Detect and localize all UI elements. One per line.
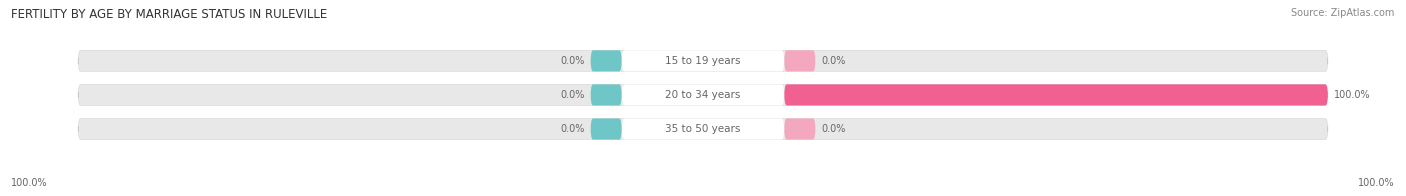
Text: 100.0%: 100.0% (1358, 178, 1395, 188)
Text: 35 to 50 years: 35 to 50 years (665, 124, 741, 134)
Text: FERTILITY BY AGE BY MARRIAGE STATUS IN RULEVILLE: FERTILITY BY AGE BY MARRIAGE STATUS IN R… (11, 8, 328, 21)
FancyBboxPatch shape (621, 84, 785, 105)
Text: 100.0%: 100.0% (1334, 90, 1371, 100)
Legend: Married, Unmarried: Married, Unmarried (620, 192, 786, 196)
FancyBboxPatch shape (785, 118, 815, 140)
FancyBboxPatch shape (591, 84, 621, 105)
FancyBboxPatch shape (79, 50, 1327, 71)
Text: 0.0%: 0.0% (821, 56, 846, 66)
Text: 0.0%: 0.0% (560, 90, 585, 100)
FancyBboxPatch shape (79, 84, 1327, 105)
FancyBboxPatch shape (785, 50, 815, 71)
Text: 0.0%: 0.0% (560, 56, 585, 66)
FancyBboxPatch shape (591, 118, 621, 140)
Text: Source: ZipAtlas.com: Source: ZipAtlas.com (1291, 8, 1395, 18)
FancyBboxPatch shape (79, 118, 1327, 140)
FancyBboxPatch shape (621, 50, 785, 71)
Text: 0.0%: 0.0% (560, 124, 585, 134)
Text: 20 to 34 years: 20 to 34 years (665, 90, 741, 100)
Text: 0.0%: 0.0% (821, 124, 846, 134)
FancyBboxPatch shape (621, 118, 785, 140)
FancyBboxPatch shape (591, 50, 621, 71)
Text: 100.0%: 100.0% (11, 178, 48, 188)
Text: 15 to 19 years: 15 to 19 years (665, 56, 741, 66)
FancyBboxPatch shape (785, 84, 1327, 105)
